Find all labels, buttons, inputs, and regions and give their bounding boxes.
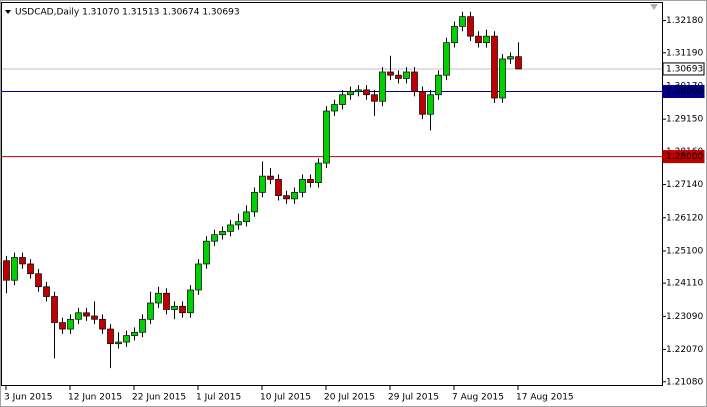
plot-area — [1, 2, 663, 386]
candle-body — [483, 35, 490, 44]
candle-body — [187, 289, 194, 314]
candle-body — [291, 192, 298, 200]
candle-body — [395, 74, 402, 79]
candle-body — [331, 104, 338, 112]
candle-body — [419, 91, 426, 115]
candle-body — [427, 94, 434, 115]
candle-body — [275, 179, 282, 196]
candle-body — [491, 35, 498, 99]
candle-body — [155, 292, 162, 304]
candle-body — [299, 179, 306, 193]
candle-body — [91, 315, 98, 320]
price-label: 1.30693 — [666, 64, 703, 74]
x-tick-label: 3 Jun 2015 — [4, 393, 52, 403]
candle-body — [411, 71, 418, 92]
candle-body — [339, 94, 346, 105]
candle-body — [139, 318, 146, 333]
candle-body — [99, 318, 106, 330]
corner-arrow — [650, 4, 658, 10]
candle-body — [107, 328, 114, 345]
x-tick-label: 29 Jul 2015 — [388, 393, 439, 403]
x-tick-label: 22 Jun 2015 — [132, 393, 186, 403]
candle-body — [443, 42, 450, 76]
candle-body — [259, 175, 266, 193]
y-tick-label: 1.31190 — [666, 48, 703, 58]
candle-body — [179, 305, 186, 314]
candle-body — [499, 58, 506, 99]
candle-body — [203, 240, 210, 265]
x-tick-label: 12 Jun 2015 — [68, 393, 122, 403]
candle-body — [75, 312, 82, 320]
chart-title: USDCAD,Daily 1.31070 1.31513 1.30674 1.3… — [15, 8, 240, 18]
candle-body — [347, 91, 354, 96]
y-tick-label: 1.29150 — [666, 115, 703, 125]
price-label: 1.30000 — [666, 87, 703, 97]
candle-body — [67, 318, 74, 330]
candle-body — [243, 211, 250, 223]
candle-body — [3, 260, 10, 281]
candle-body — [307, 179, 314, 183]
candle-body — [267, 175, 274, 180]
candle-body — [355, 89, 362, 92]
x-tick-label: 20 Jul 2015 — [324, 393, 375, 403]
candle-body — [11, 257, 18, 281]
y-tick-label: 1.27140 — [666, 180, 703, 190]
candle-body — [515, 56, 522, 70]
price-label: 1.28000 — [666, 152, 703, 162]
candle-body — [195, 263, 202, 291]
x-tick-label: 10 Jul 2015 — [260, 393, 311, 403]
candle-body — [83, 312, 90, 317]
price-label-box — [662, 150, 705, 164]
candle-body — [435, 74, 442, 96]
y-tick-label: 1.23090 — [666, 312, 703, 322]
candle-body — [283, 195, 290, 200]
candle-body — [19, 257, 26, 265]
candle-body — [171, 305, 178, 310]
candle-body — [371, 94, 378, 102]
candle-body — [387, 71, 394, 76]
candle-body — [43, 286, 50, 297]
y-tick-label: 1.22070 — [666, 345, 703, 355]
candle-body — [459, 16, 466, 27]
candle-body — [507, 56, 514, 60]
y-tick-label: 1.32180 — [666, 16, 703, 26]
candle-body — [59, 322, 66, 330]
candle-body — [123, 335, 130, 343]
candle-body — [35, 273, 42, 288]
candle-body — [363, 89, 370, 96]
candle-body — [219, 231, 226, 236]
candle-body — [227, 224, 234, 232]
x-tick-label: 7 Aug 2015 — [452, 393, 504, 403]
candle-body — [251, 192, 258, 213]
candle-body — [467, 16, 474, 37]
candle-body — [211, 234, 218, 242]
candle-body — [131, 331, 138, 336]
candle-body — [51, 296, 58, 323]
price-label-box — [662, 62, 705, 76]
x-tick-label: 1 Jul 2015 — [196, 393, 241, 403]
candle-body — [27, 263, 34, 275]
candle-body — [315, 162, 322, 183]
candle-body — [475, 35, 482, 44]
candle-body — [379, 71, 386, 102]
candle-body — [451, 26, 458, 44]
y-tick-label: 1.25100 — [666, 246, 703, 256]
y-tick-label: 1.26120 — [666, 213, 703, 223]
candle-body — [323, 110, 330, 164]
candle-body — [235, 221, 242, 226]
y-tick-label: 1.21080 — [666, 377, 703, 387]
x-tick-label: 17 Aug 2015 — [516, 393, 574, 403]
candle-body — [147, 302, 154, 320]
candle-body — [115, 341, 122, 345]
candle-body — [403, 71, 410, 79]
price-label-box — [662, 84, 705, 98]
y-tick-label: 1.24110 — [666, 279, 703, 289]
candle-body — [163, 292, 170, 310]
menu-arrow — [5, 10, 11, 14]
